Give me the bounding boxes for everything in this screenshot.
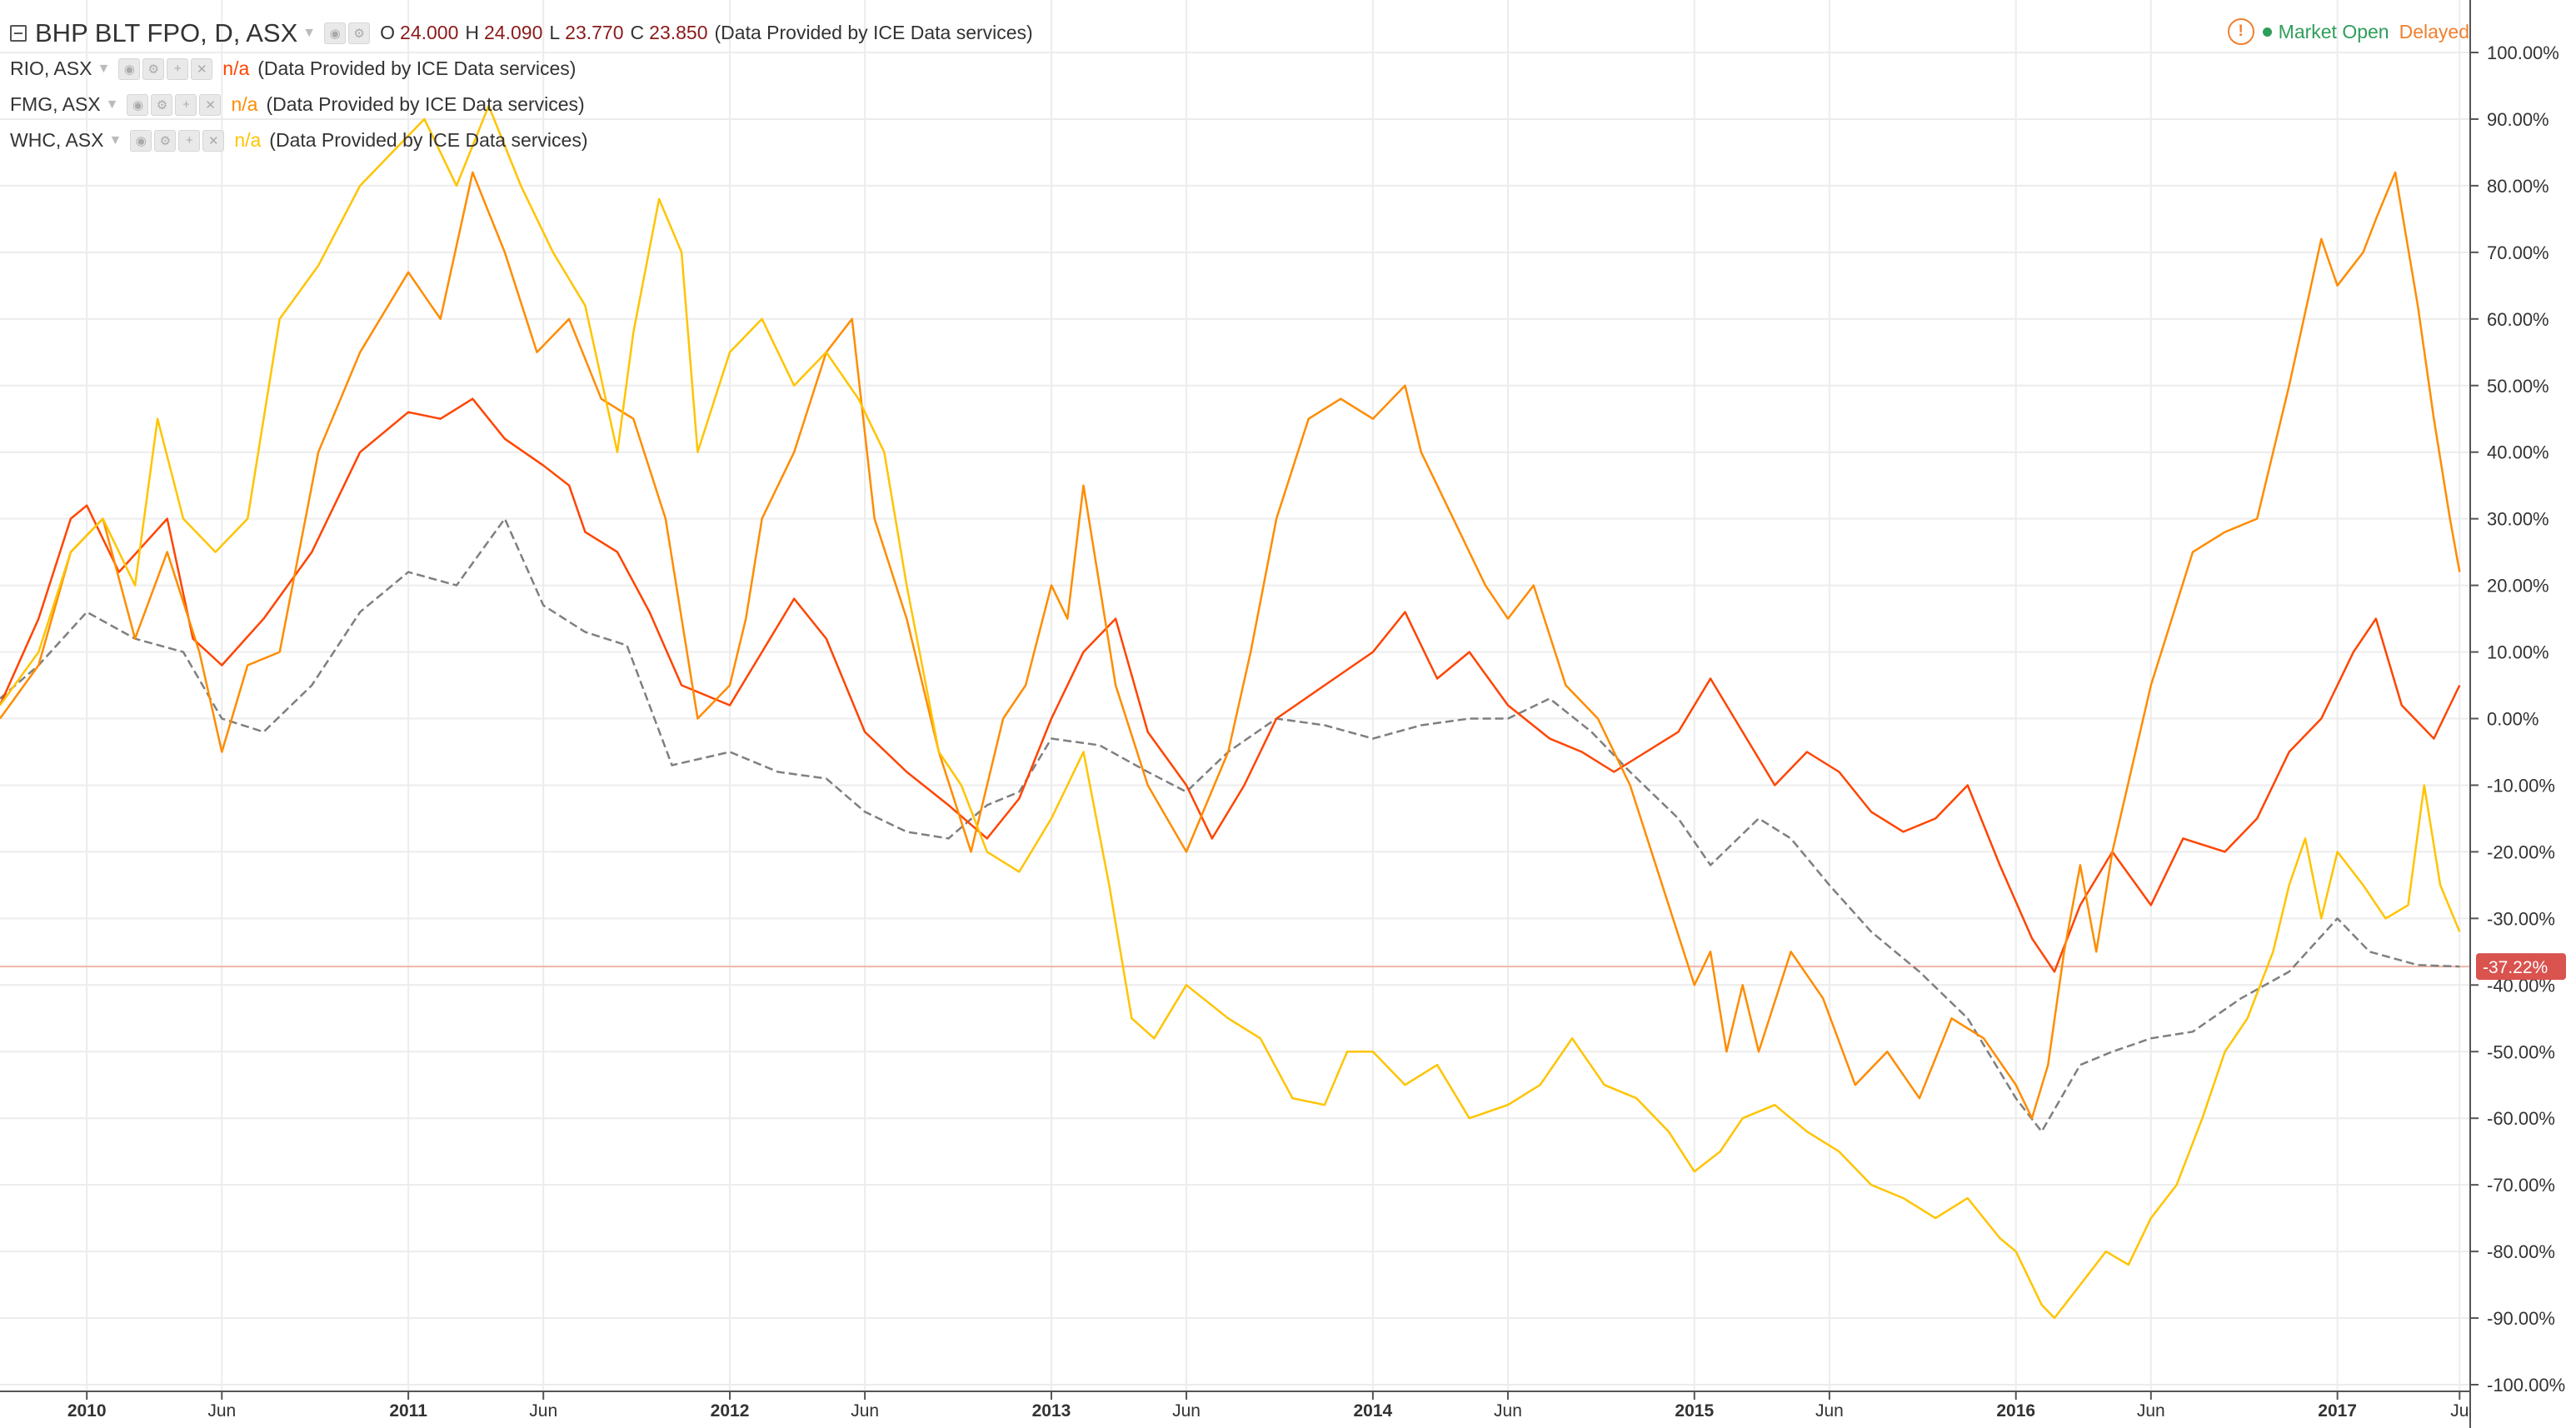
collapse-icon[interactable] — [10, 24, 27, 42]
x-tick-label: 2015 — [1675, 1401, 1714, 1421]
x-tick-label: 2010 — [67, 1401, 107, 1421]
gear-icon[interactable]: ⚙ — [154, 129, 177, 152]
main-symbol[interactable]: BHP BLT FPO, D, ASX — [35, 17, 298, 47]
x-tick-label: Jun — [851, 1401, 879, 1421]
eye-icon[interactable]: ◉ — [127, 93, 149, 116]
eye-icon[interactable]: ◉ — [324, 22, 347, 44]
time-axis[interactable]: 2010 Jun 2011 Jun 2012 Jun 2013 Jun 2014 Jun 2015 J… — [67, 1391, 2469, 1421]
gear-icon[interactable]: ⚙ — [142, 57, 165, 80]
series-buttons: ◉ ⚙ + ✕ — [118, 57, 213, 80]
eye-icon[interactable]: ◉ — [130, 129, 152, 152]
ohlc-high: 24.090 — [484, 22, 543, 43]
compare-value: n/a — [234, 129, 262, 151]
legend-main-row[interactable]: BHP BLT FPO, D, ASX ▼ ◉ ⚙ O 24.000 H 24.… — [10, 15, 1033, 51]
compare-symbol[interactable]: RIO, ASX — [10, 57, 92, 79]
chevron-down-icon[interactable]: ▼ — [302, 25, 317, 40]
legend-row-whc[interactable]: WHC, ASX ▼ ◉ ⚙ + ✕ n/a (Data Provided by… — [10, 122, 1033, 158]
ohlc-l-label: L — [549, 22, 561, 43]
y-tick-label: -20.00% — [2487, 841, 2555, 862]
eye-icon[interactable]: ◉ — [118, 57, 141, 80]
series-buttons: ◉ ⚙ — [324, 22, 371, 44]
ohlc-open: 24.000 — [400, 22, 459, 43]
ohlc-close: 23.850 — [649, 22, 708, 43]
chevron-down-icon[interactable]: ▼ — [108, 132, 122, 147]
x-tick-label: Jun — [2137, 1401, 2165, 1421]
market-status[interactable]: ! Market Open Delayed — [2227, 18, 2469, 45]
ohlc-c-label: C — [630, 22, 645, 43]
y-tick-label: -80.00% — [2487, 1241, 2555, 1262]
series-line-whc[interactable] — [0, 104, 2461, 1320]
last-value-label: -37.22% — [2483, 958, 2548, 977]
y-tick-label: 50.00% — [2487, 376, 2549, 397]
series-buttons: ◉ ⚙ + ✕ — [127, 93, 222, 116]
provider-note: (Data Provided by ICE Data services) — [269, 129, 588, 151]
y-tick-label: -10.00% — [2487, 775, 2555, 796]
provider-note: (Data Provided by ICE Data services) — [257, 57, 577, 79]
y-tick-label: 70.00% — [2487, 242, 2549, 263]
y-tick-label: 90.00% — [2487, 109, 2549, 130]
x-tick-label: 2012 — [711, 1401, 750, 1421]
legend: BHP BLT FPO, D, ASX ▼ ◉ ⚙ O 24.000 H 24.… — [10, 15, 1033, 158]
y-tick-label: -70.00% — [2487, 1175, 2555, 1196]
y-tick-label: -90.00% — [2487, 1308, 2555, 1329]
price-axis[interactable]: 100.00% 90.00% 80.00% 70.00% 60.00% 50.00% 40.… — [2470, 42, 2565, 1396]
x-tick-label: Jun — [529, 1401, 557, 1421]
y-tick-label: -30.00% — [2487, 908, 2555, 929]
y-tick-label: 30.00% — [2487, 509, 2549, 530]
series-line-fmg[interactable] — [0, 171, 2461, 1120]
ohlc-h-label: H — [465, 22, 480, 43]
y-tick-label: 20.00% — [2487, 576, 2549, 597]
plus-icon[interactable]: + — [167, 57, 189, 80]
y-tick-label: -60.00% — [2487, 1108, 2555, 1129]
x-tick-label: 2016 — [1996, 1401, 2035, 1421]
x-tick-label: Jun — [1815, 1401, 1844, 1421]
x-tick-label: Ju — [2450, 1401, 2469, 1421]
last-value-badge: -37.22% — [2476, 953, 2566, 981]
close-icon[interactable]: ✕ — [199, 93, 222, 116]
chevron-down-icon[interactable]: ▼ — [105, 97, 119, 112]
y-tick-label: 60.00% — [2487, 309, 2549, 330]
series-line-bhp[interactable] — [0, 517, 2460, 1133]
delayed-label: Delayed — [2399, 20, 2469, 42]
legend-row-rio[interactable]: RIO, ASX ▼ ◉ ⚙ + ✕ n/a (Data Provided by… — [10, 51, 1033, 87]
series-line-rio[interactable] — [0, 397, 2461, 973]
x-tick-label: 2013 — [1032, 1401, 1071, 1421]
y-tick-label: 80.00% — [2487, 176, 2549, 197]
x-tick-label: 2017 — [2318, 1401, 2357, 1421]
y-tick-label: 40.00% — [2487, 442, 2549, 463]
plus-icon[interactable]: + — [178, 129, 201, 152]
legend-row-fmg[interactable]: FMG, ASX ▼ ◉ ⚙ + ✕ n/a (Data Provided by… — [10, 87, 1033, 122]
ohlc-low: 23.770 — [565, 22, 624, 43]
compare-symbol[interactable]: WHC, ASX — [10, 129, 104, 151]
y-tick-label: 10.00% — [2487, 642, 2549, 663]
market-open-label: Market Open — [2278, 20, 2389, 42]
chevron-down-icon[interactable]: ▼ — [97, 61, 111, 76]
series-lines — [0, 104, 2461, 1320]
gear-icon[interactable]: ⚙ — [348, 22, 371, 44]
plus-icon[interactable]: + — [175, 93, 197, 116]
x-tick-label: Jun — [1494, 1401, 1522, 1421]
gear-icon[interactable]: ⚙ — [151, 93, 173, 116]
market-status-dot — [2262, 27, 2272, 37]
series-buttons: ◉ ⚙ + ✕ — [130, 129, 225, 152]
compare-value: n/a — [222, 57, 250, 79]
provider-note: (Data Provided by ICE Data services) — [266, 93, 585, 115]
close-icon[interactable]: ✕ — [191, 57, 213, 80]
x-tick-label: Jun — [207, 1401, 236, 1421]
close-icon[interactable]: ✕ — [202, 129, 225, 152]
compare-symbol[interactable]: FMG, ASX — [10, 93, 101, 115]
x-tick-label: 2011 — [389, 1401, 427, 1421]
x-tick-label: Jun — [1172, 1401, 1201, 1421]
gridlines — [0, 0, 2470, 1391]
y-tick-label: -100.00% — [2487, 1375, 2565, 1396]
compare-value: n/a — [231, 93, 258, 115]
y-tick-label: -50.00% — [2487, 1041, 2555, 1062]
warning-icon[interactable]: ! — [2227, 18, 2254, 45]
provider-note: (Data Provided by ICE Data services) — [714, 22, 1033, 43]
ohlc-o-label: O — [380, 22, 396, 43]
x-tick-label: 2014 — [1354, 1401, 1393, 1421]
y-tick-label: 100.00% — [2487, 42, 2559, 63]
y-tick-label: 0.00% — [2487, 709, 2539, 730]
